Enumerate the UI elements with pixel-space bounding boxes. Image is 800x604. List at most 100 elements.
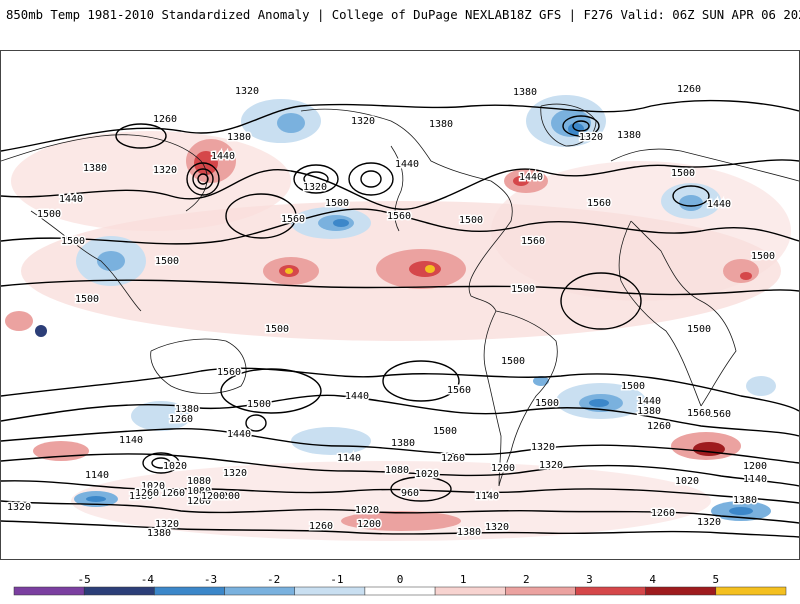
colorbar-tick-label: -5 (78, 573, 91, 586)
contour-label: 1380 (637, 406, 661, 417)
contour-label: 1140 (475, 491, 499, 502)
contour-label: 1260 (651, 508, 675, 519)
contour-label: 1500 (751, 251, 775, 262)
contour-label: 1260 (135, 488, 159, 499)
contour-label: 1380 (129, 491, 153, 502)
contour-label: 1200 (491, 463, 515, 474)
colorbar-swatch (645, 586, 717, 596)
contour-label: 1380 (429, 119, 453, 130)
contour-label: 1260 (647, 421, 671, 432)
contour-label: 1560 (281, 214, 305, 225)
contour-label: 1380 (147, 528, 171, 539)
colorbar-swatch (224, 586, 295, 596)
contour-label: 1500 (535, 398, 559, 409)
colorbar-swatch (83, 586, 155, 596)
colorbar-swatch (575, 586, 646, 596)
coastlines (1, 103, 799, 487)
contour-label: 1440 (211, 151, 235, 162)
anomaly-map: 1320 1260 1380 1320 1380 1260 1320 1380 … (1, 83, 799, 541)
colorbar-swatch (715, 586, 787, 596)
contour-label: 1320 (7, 502, 31, 513)
colorbar-tick-labels: -5 -4 -3 -2 -1 0 1 2 3 4 5 (78, 573, 720, 586)
contour-label: 1260 (169, 414, 193, 425)
colorbar-swatch (505, 586, 576, 596)
contour-label: 1560 (387, 211, 411, 222)
contour-label: 1440 (519, 172, 543, 183)
contour-label: 1440 (707, 199, 731, 210)
colorbar-swatch (13, 586, 85, 596)
contour-label: 1080 (187, 486, 211, 497)
contour-label: 1500 (459, 215, 483, 226)
colorbar-tick-label: 1 (460, 573, 467, 586)
header-bar: 850mb Temp 1981-2010 Standardized Anomal… (0, 0, 800, 30)
contour-label: 1500 (621, 381, 645, 392)
contour-label: 1500 (325, 198, 349, 209)
contour-label: 1380 (513, 87, 537, 98)
contour-label: 1320 (235, 86, 259, 97)
contour-label: 1320 (579, 132, 603, 143)
colorbar-graphic: -5 -4 -3 -2 -1 0 1 2 3 4 5 (13, 573, 787, 596)
contour-label: 1260 (153, 114, 177, 125)
contour-label: 1200 (357, 519, 381, 530)
colorbar-tick-label: -2 (267, 573, 280, 586)
contour-label: 1380 (733, 495, 757, 506)
contour-label: 1200 (743, 461, 767, 472)
contour-label: 1500 (247, 399, 271, 410)
colorbar-tick-label: 0 (397, 573, 404, 586)
contour-label: 1500 (671, 168, 695, 179)
colorbar-tick-label: -3 (204, 573, 217, 586)
run-valid-time: 18Z GFS | F276 Valid: 06Z SUN APR 06 202… (509, 8, 800, 22)
contour-label: 1560 (217, 367, 241, 378)
contour-label: 1440 (227, 429, 251, 440)
anomaly-colorbar: -5 -4 -3 -2 -1 0 1 2 3 4 5 (0, 570, 800, 600)
contour-label: 1440 (637, 396, 661, 407)
contour-label: 1020 (163, 461, 187, 472)
colorbar-tick-label: 4 (649, 573, 656, 586)
contour-label: 1500 (61, 236, 85, 247)
contour-label: 1500 (75, 294, 99, 305)
contour-label: 1260 (161, 488, 185, 499)
map-panel[interactable]: 1320 1260 1380 1320 1380 1260 1320 1380 … (0, 50, 800, 560)
contour-label: 1200 (201, 491, 225, 502)
contour-label: 1320 (303, 182, 327, 193)
contour-label: 1320 (351, 116, 375, 127)
contour-label: 1560 (687, 408, 711, 419)
contour-label: 1200 (187, 496, 211, 507)
contour-label: 1320 (155, 519, 179, 530)
contour-label: 1500 (265, 324, 289, 335)
contour-label: 1260 (677, 84, 701, 95)
contour-label: 1200 (216, 491, 240, 502)
contour-label: 1320 (531, 442, 555, 453)
contour-label: 1500 (37, 209, 61, 220)
contour-label: 1320 (539, 460, 563, 471)
contour-label: 1260 (441, 453, 465, 464)
colorbar-swatch (294, 586, 366, 596)
contour-label: 1500 (511, 284, 535, 295)
contour-label: 1380 (457, 527, 481, 538)
colorbar-tick-label: 2 (523, 573, 530, 586)
contour-label: 1560 (587, 198, 611, 209)
colorbar-swatch (434, 586, 506, 596)
contour-label-layer: 1320 1260 1380 1320 1380 1260 1320 1380 … (6, 83, 777, 541)
colorbar-swatch (154, 586, 225, 596)
map-title: 850mb Temp 1981-2010 Standardized Anomal… (6, 8, 510, 22)
contour-label: 1320 (697, 517, 721, 528)
contour-label: 1140 (337, 453, 361, 464)
contour-label: 960 (401, 488, 419, 499)
colorbar-tick-label: -1 (330, 573, 343, 586)
contour-label: 1500 (687, 324, 711, 335)
contour-label: 1020 (415, 469, 439, 480)
colorbar-swatches (13, 586, 787, 596)
contour-label: 1140 (85, 470, 109, 481)
contour-label: 1380 (175, 404, 199, 415)
colorbar-tick-label: 3 (586, 573, 593, 586)
contour-label: 1560 (447, 385, 471, 396)
contour-label: 1080 (187, 476, 211, 487)
contour-label: 1140 (119, 435, 143, 446)
colorbar-tick-label: -4 (141, 573, 155, 586)
contour-label: 1560 (521, 236, 545, 247)
contour-label: 1140 (743, 474, 767, 485)
contour-label: 1320 (223, 468, 247, 479)
contour-label: 1380 (617, 130, 641, 141)
colorbar-tick-label: 5 (713, 573, 720, 586)
